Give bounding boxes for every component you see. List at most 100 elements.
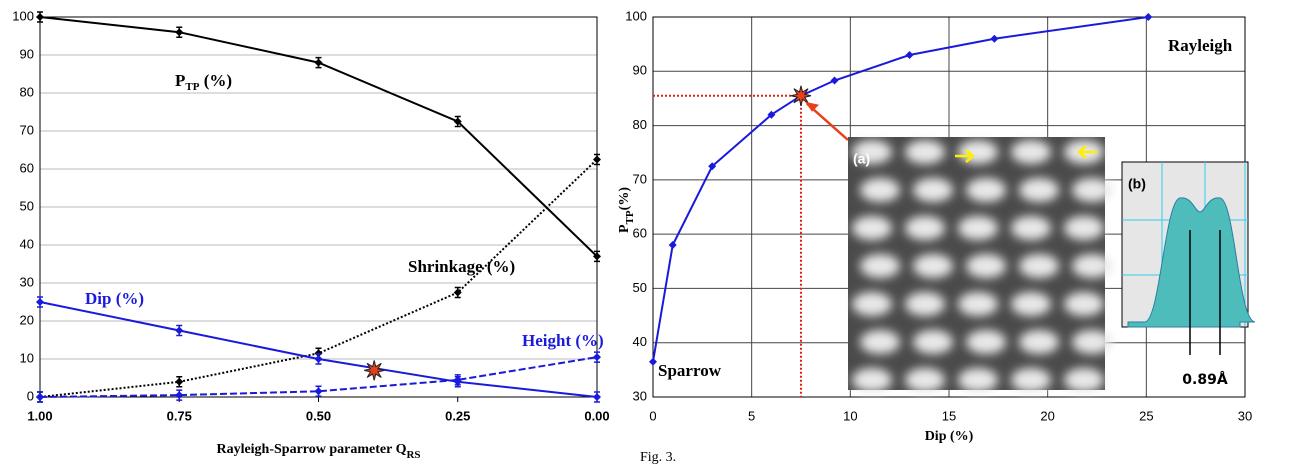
y-tick-label: 60 <box>20 160 34 175</box>
blob <box>1019 178 1059 202</box>
x-tick-label: 0.25 <box>445 408 470 423</box>
data-point <box>454 289 462 297</box>
data-point <box>593 353 601 361</box>
blob <box>958 140 998 164</box>
x-tick-label: 5 <box>748 408 755 423</box>
blob <box>860 330 900 354</box>
series-label: PTP (%) <box>175 71 232 93</box>
y-tick-label: 50 <box>20 198 34 213</box>
x-tick-label: 15 <box>942 408 956 423</box>
blob <box>1011 140 1051 164</box>
series-label: Dip (%) <box>85 289 144 308</box>
series-label-suffix: (%) <box>199 71 232 90</box>
data-point <box>990 35 998 43</box>
x-tick-label: 0 <box>649 408 656 423</box>
blob <box>905 292 945 316</box>
blob <box>852 216 892 240</box>
data-point <box>175 327 183 335</box>
data-point <box>906 51 914 59</box>
y-tick-label: 30 <box>20 274 34 289</box>
data-point <box>593 393 601 401</box>
x-axis-label: Rayleigh-Sparrow parameter QRS <box>216 442 420 460</box>
y-tick-label: 100 <box>625 8 647 23</box>
blob <box>1064 292 1104 316</box>
x-tick-label: 30 <box>1238 408 1252 423</box>
data-point <box>315 355 323 363</box>
x-tick-label: 0.00 <box>584 408 609 423</box>
blob <box>1011 292 1051 316</box>
data-point <box>669 241 677 249</box>
y-tick-label: 70 <box>633 171 647 186</box>
blob <box>1011 368 1051 392</box>
series-label-text: Dip (%) <box>85 289 144 308</box>
y-tick-label: 80 <box>633 117 647 132</box>
y-tick-label: 40 <box>633 334 647 349</box>
y-tick-label: 10 <box>20 350 34 365</box>
series-label: Height (%) <box>522 331 604 350</box>
blob <box>905 368 945 392</box>
data-point <box>1144 13 1152 21</box>
data-point <box>831 77 839 85</box>
blob <box>958 216 998 240</box>
blob <box>1019 330 1059 354</box>
annotation: Sparrow <box>658 361 722 380</box>
blob <box>913 254 953 278</box>
blob <box>1072 330 1112 354</box>
y-tick-label: 50 <box>633 280 647 295</box>
y-axis-label-sub: TP <box>624 210 636 224</box>
x-axis-label-text: Rayleigh-Sparrow parameter Q <box>216 442 406 457</box>
x-axis-label-text: Dip (%) <box>925 429 974 444</box>
series-label-sub: TP <box>185 81 199 93</box>
data-point <box>36 13 44 21</box>
inset-value: 0.89Å <box>1182 371 1228 388</box>
series-label-text: P <box>175 71 185 90</box>
star-marker <box>364 360 384 380</box>
blob <box>1072 178 1112 202</box>
inset-label: (a) <box>853 151 870 167</box>
x-tick-label: 0.75 <box>167 408 192 423</box>
blob <box>1011 216 1051 240</box>
x-tick-label: 25 <box>1139 408 1153 423</box>
figure: 01020304050607080901001.000.750.500.250.… <box>0 0 1304 465</box>
blob <box>958 292 998 316</box>
blob <box>958 368 998 392</box>
y-tick-label: 90 <box>20 46 34 61</box>
data-point <box>175 378 183 386</box>
data-point <box>175 28 183 36</box>
series-label-text: Height (%) <box>522 331 604 350</box>
inset-label: (b) <box>1128 176 1146 192</box>
arrow-head <box>805 102 819 112</box>
data-point <box>315 59 323 67</box>
series-line <box>40 17 597 256</box>
y-tick-label: 30 <box>633 388 647 403</box>
blob <box>1072 254 1112 278</box>
x-tick-label: 1.00 <box>27 408 52 423</box>
blob <box>966 330 1006 354</box>
blob <box>860 254 900 278</box>
blob <box>852 368 892 392</box>
data-point <box>649 358 657 366</box>
data-point <box>593 156 601 164</box>
series-label: Shrinkage (%) <box>408 257 515 276</box>
blob <box>913 330 953 354</box>
data-point <box>36 298 44 306</box>
y-tick-label: 60 <box>633 226 647 241</box>
series-label-text: Shrinkage (%) <box>408 257 515 276</box>
blob <box>1064 368 1104 392</box>
x-axis-label: Dip (%) <box>925 429 974 444</box>
blob <box>860 178 900 202</box>
blob <box>905 140 945 164</box>
y-tick-label: 90 <box>633 63 647 78</box>
blob <box>905 216 945 240</box>
blob <box>1019 254 1059 278</box>
x-tick-label: 0.50 <box>306 408 331 423</box>
blob <box>852 292 892 316</box>
caption: Fig. 3. <box>640 450 676 465</box>
y-tick-label: 0 <box>27 388 34 403</box>
annotation: Rayleigh <box>1168 36 1233 55</box>
data-point <box>175 391 183 399</box>
x-axis-label-sub: RS <box>406 449 420 461</box>
data-point <box>36 393 44 401</box>
y-tick-label: 70 <box>20 122 34 137</box>
x-tick-label: 10 <box>843 408 857 423</box>
